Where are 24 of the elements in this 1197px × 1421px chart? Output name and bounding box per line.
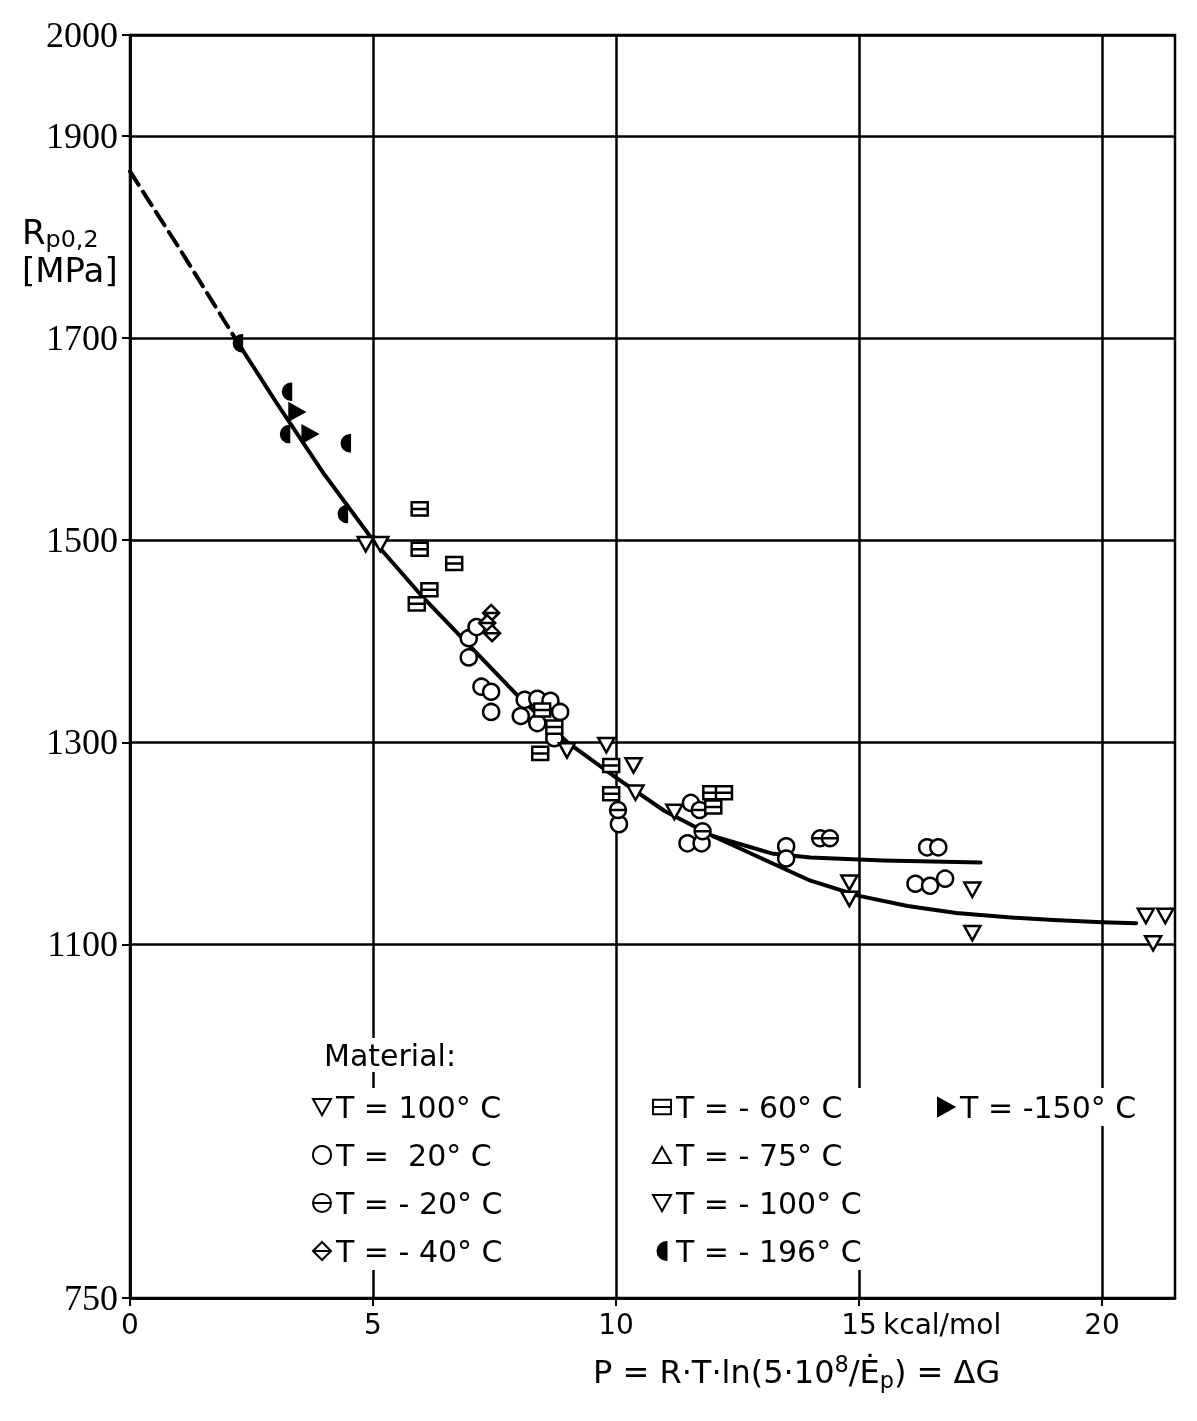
legend-label: T = -150° C xyxy=(959,1089,1137,1125)
y-tick-label: 1500 xyxy=(46,520,118,561)
x-tick-label: 15 xyxy=(841,1307,877,1341)
y-tick-label: 1900 xyxy=(46,116,118,157)
x-tick-label: 20 xyxy=(1084,1307,1120,1341)
y-tick-label: 1100 xyxy=(47,924,118,965)
y-tick-label: 1300 xyxy=(46,722,118,763)
legend-label: T = 100° C xyxy=(335,1089,502,1125)
x-tick-label: 5 xyxy=(364,1307,382,1341)
y-tick-label: 1700 xyxy=(46,318,118,359)
legend-label: T = 20° C xyxy=(335,1137,492,1173)
y-tick-label: 2000 xyxy=(46,15,118,55)
legend-label: T = - 75° C xyxy=(675,1137,843,1173)
x-tick-label: 10 xyxy=(598,1307,634,1341)
legend-title: Material: xyxy=(324,1037,456,1073)
legend-label: T = - 20° C xyxy=(335,1185,503,1221)
legend-label: T = - 60° C xyxy=(675,1089,843,1125)
legend-label: T = - 100° C xyxy=(675,1185,862,1221)
y-axis-title: Rp0,2 [MPa] xyxy=(22,212,118,290)
legend-label: T = - 196° C xyxy=(675,1233,862,1269)
legend-label: T = - 40° C xyxy=(335,1233,503,1269)
text: kcal/mol xyxy=(883,1307,1002,1341)
x-tick-label: 0 xyxy=(121,1307,139,1341)
y-tick-label: 750 xyxy=(64,1278,118,1318)
